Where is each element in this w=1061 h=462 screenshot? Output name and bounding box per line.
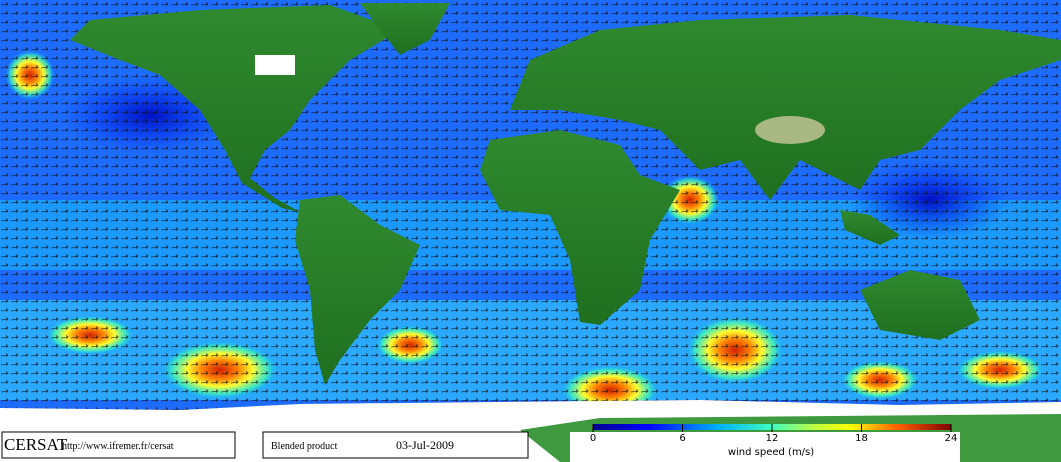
colorbar-tick-label: 24 [945, 433, 958, 444]
url: http://www.ifremer.fr/cersat [62, 441, 174, 452]
north-america [70, 5, 400, 212]
product-box [262, 431, 529, 459]
indonesia [840, 210, 900, 245]
product: Blended product [271, 441, 338, 452]
tibet-plateau [755, 116, 825, 144]
colorbar-label: wind speed (m/s) [728, 447, 814, 458]
africa [480, 130, 680, 325]
sea-ice [255, 55, 295, 75]
map [0, 0, 1061, 430]
colorbar-tick-label: 0 [590, 433, 596, 444]
continents [70, 3, 1061, 385]
date: 03-Jul-2009 [396, 438, 454, 452]
logo-box [1, 431, 236, 459]
colorbar-tick-label: 18 [855, 433, 868, 444]
greenland [360, 3, 450, 55]
colorbar-tick-label: 6 [679, 433, 685, 444]
south-america [295, 195, 420, 385]
australia [860, 270, 980, 340]
colorbar-panel [570, 432, 960, 462]
logo: CERSAT [4, 435, 68, 454]
eurasia [510, 15, 1061, 200]
colorbar-tick-label: 12 [766, 433, 779, 444]
